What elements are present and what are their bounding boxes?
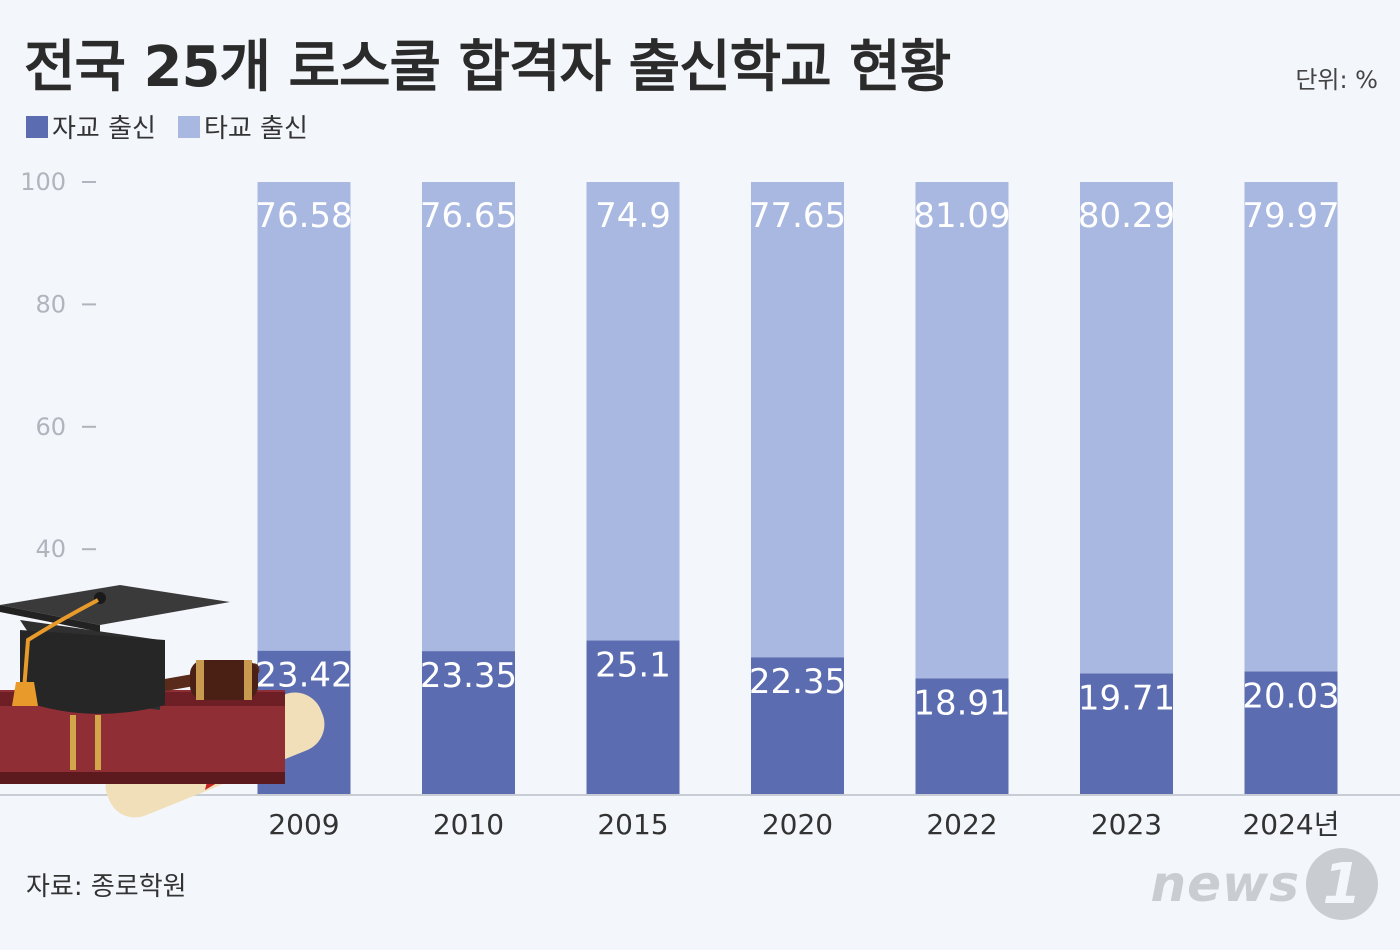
legend-label-other-school: 타교 출신 [203,114,308,144]
x-tick-label: 2015 [597,808,668,841]
bar-own-school [1080,673,1173,794]
data-label-other-school: 74.9 [595,196,671,236]
bar-other-school [586,182,680,641]
gavel-icon [150,660,260,700]
unit-label: 단위: % [1295,66,1378,94]
y-tick-label: 100 [20,168,66,196]
y-tick-label: 80 [35,290,66,318]
news1-logo: news 1 [1151,848,1378,920]
x-tick-label: 2020 [762,808,833,841]
data-label-own-school: 18.91 [913,683,1010,723]
bar-other-school [751,182,844,658]
x-axis: 2009 2010 2015 2020 2022 2023 2024년 [0,794,1400,841]
chart-title: 전국 25개 로스쿨 합격자 출신학교 현황 [24,35,951,100]
logo-badge: 1 [1306,848,1378,920]
data-label-other-school: 81.09 [913,196,1010,236]
data-label-other-school: 76.65 [420,196,517,236]
graduation-cap-icon [0,585,230,714]
legend: 자교 출신 타교 출신 [26,108,330,145]
data-label-own-school: 22.35 [749,662,846,702]
legend-swatch-other-school [177,115,200,138]
bars: 23.42 76.58 23.35 76.65 25.1 74.9 22.35 77.65 18… [255,182,1340,794]
x-tick-label: 2022 [926,808,997,841]
graduation-illustration [0,585,325,818]
data-label-own-school: 23.35 [420,656,517,696]
data-label-own-school: 25.1 [595,645,671,685]
bar-own-school [586,640,680,794]
logo-text: news [1150,855,1300,913]
bar-own-school [751,657,844,794]
bar-other-school [915,182,1009,679]
data-label-other-school: 76.58 [255,196,352,236]
y-tick-label: 40 [35,535,66,563]
legend-swatch-own-school [26,115,48,138]
x-tick-label: 2009 [268,808,339,841]
x-tick-label: 2024년 [1242,808,1339,841]
data-label-own-school: 19.71 [1078,678,1175,718]
data-label-other-school: 77.65 [749,196,846,236]
bar-own-school [422,651,515,794]
source-label: 자료: 종로학원 [26,872,187,902]
bar-other-school [1244,182,1338,672]
x-tick-label: 2010 [433,808,504,841]
legend-label-own-school: 자교 출신 [52,114,156,144]
data-label-other-school: 80.29 [1078,196,1175,236]
bar-other-school [422,182,515,652]
bar-other-school [1080,182,1173,674]
y-tick-label: 60 [35,413,66,441]
legend-item-other-school: 타교 출신 [177,108,308,145]
data-label-own-school: 20.03 [1242,676,1339,716]
bar-other-school [257,182,351,651]
data-label-other-school: 79.97 [1242,196,1339,236]
x-tick-label: 2023 [1091,808,1162,841]
legend-item-own-school: 자교 출신 [26,108,156,145]
bar-own-school [1244,671,1338,794]
bar-own-school [915,678,1009,794]
data-label-own-school: 23.42 [255,656,352,696]
